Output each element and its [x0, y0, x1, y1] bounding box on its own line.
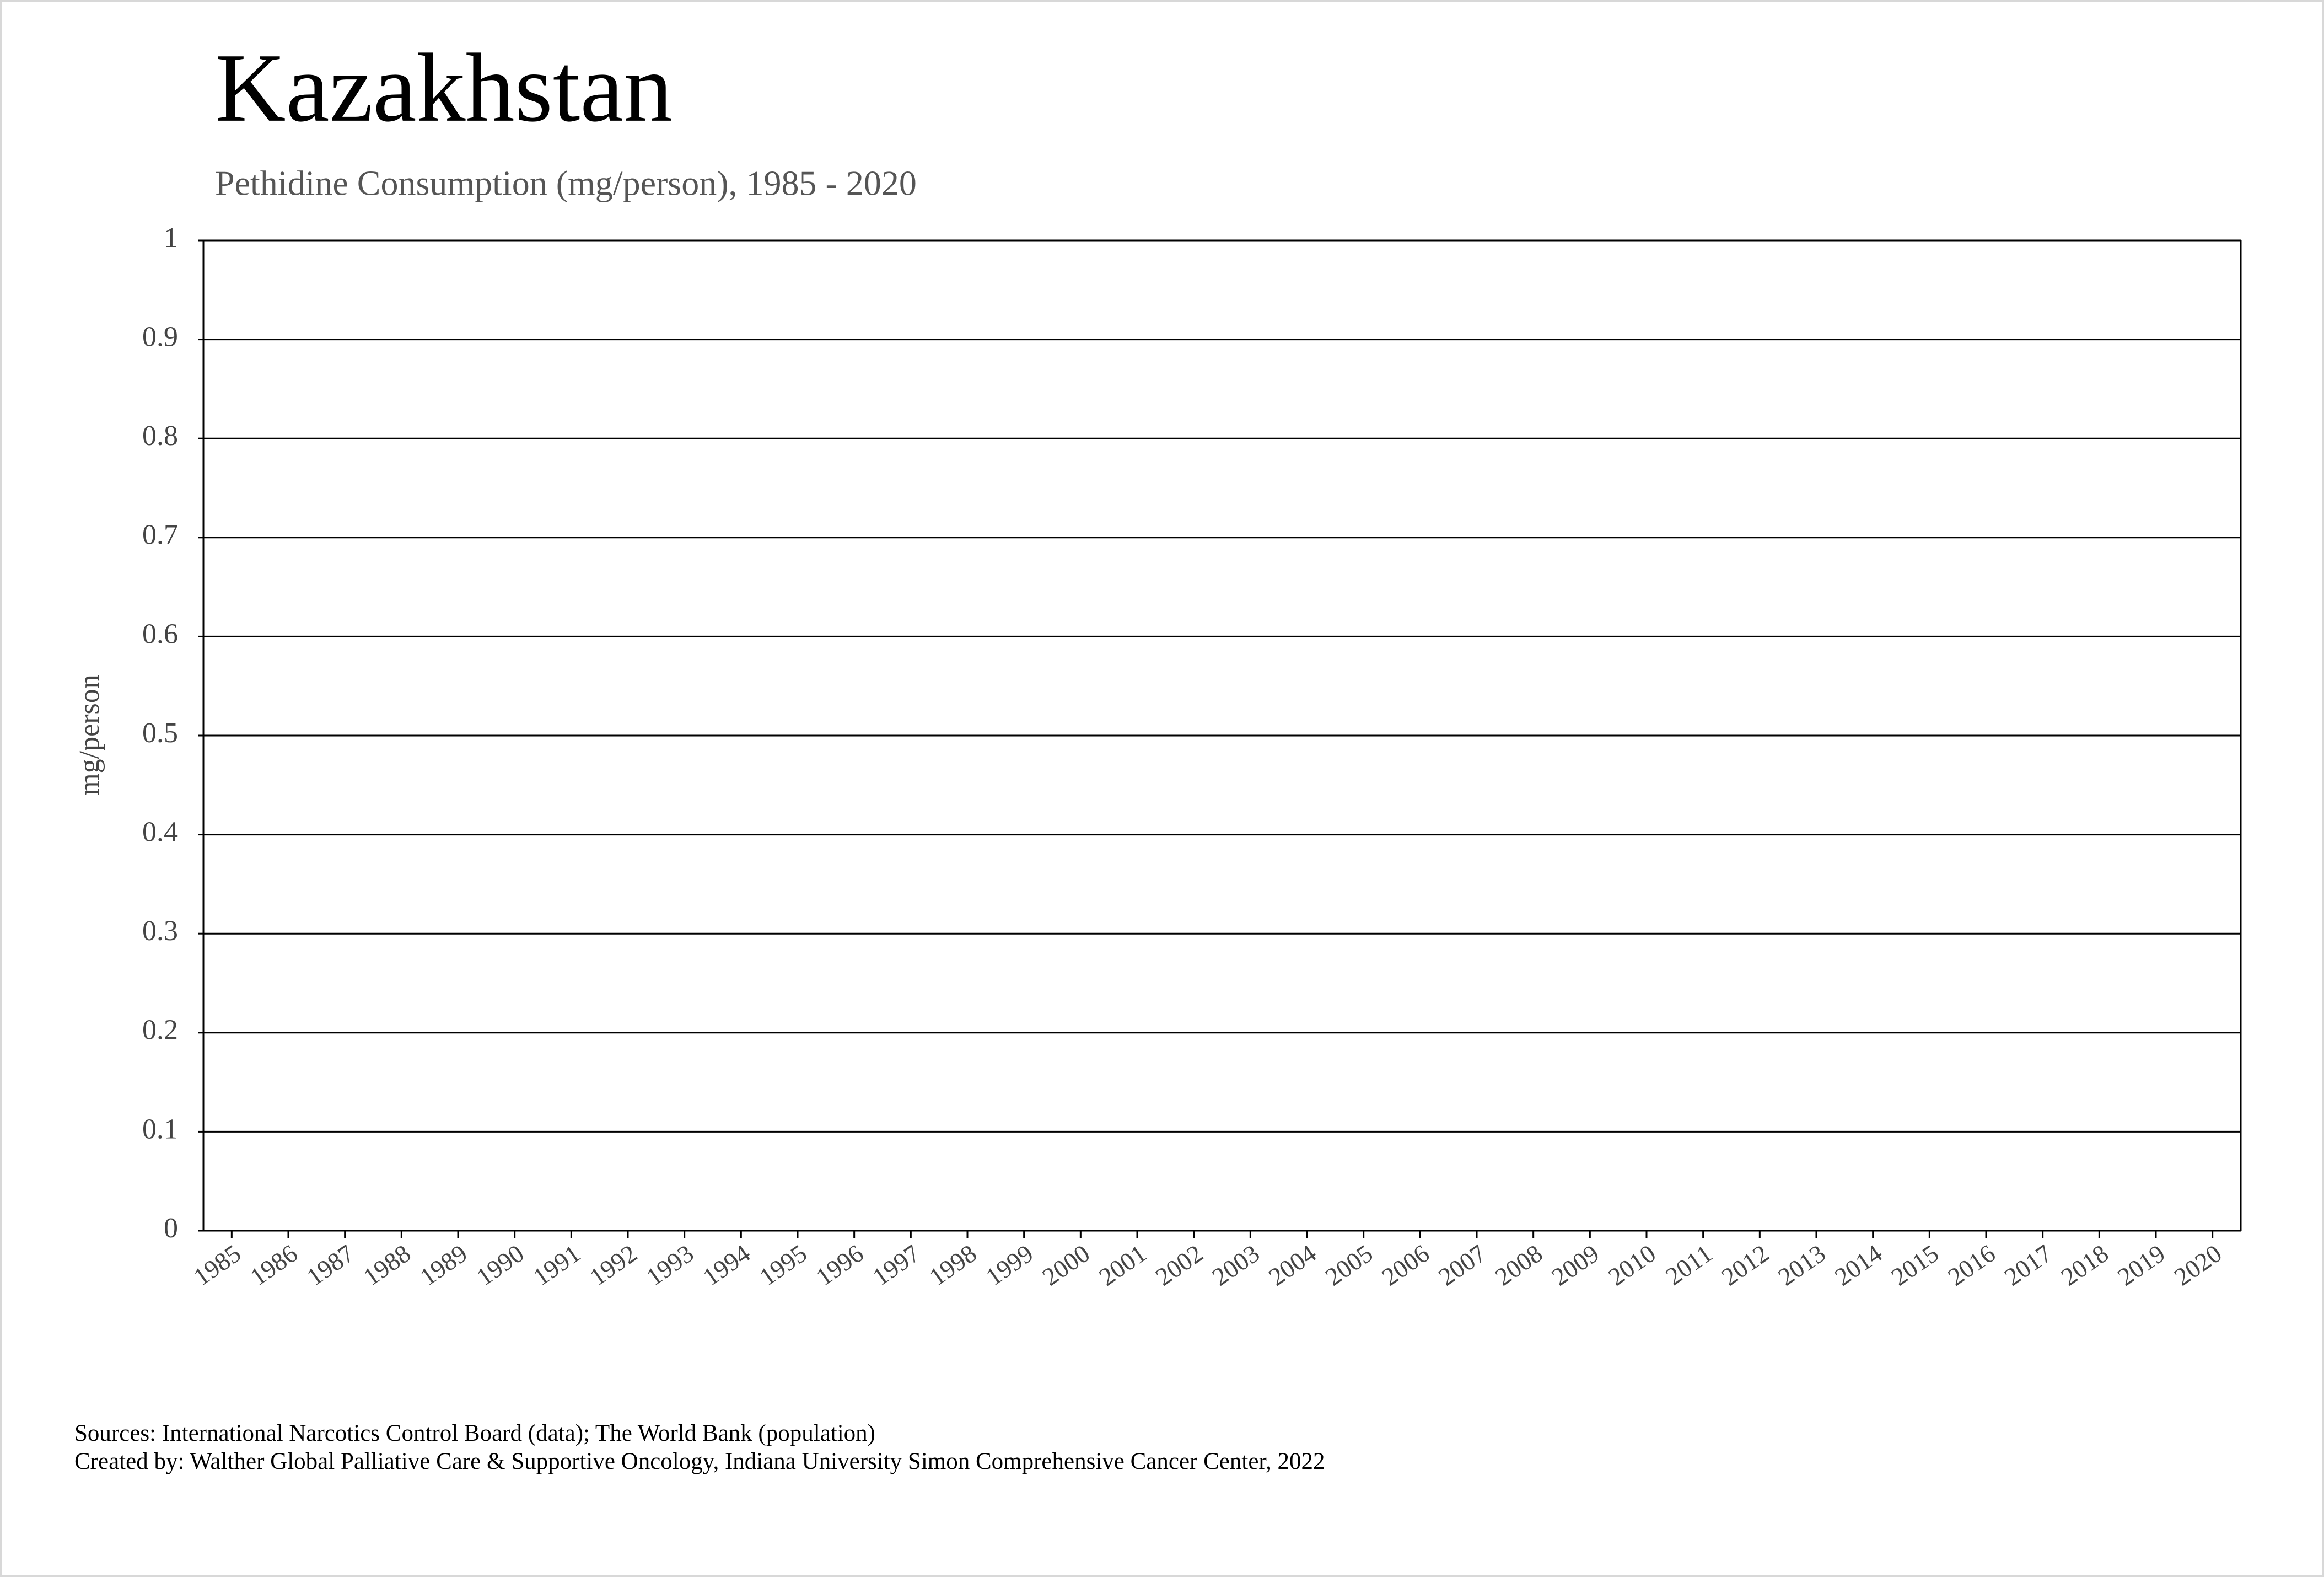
- y-tick-label: 0.4: [142, 817, 178, 848]
- y-tick-label: 0.2: [142, 1015, 178, 1046]
- chart-subtitle: Pethidine Consumption (mg/person), 1985 …: [215, 164, 917, 203]
- y-tick-label: 0: [164, 1213, 178, 1244]
- y-tick-label: 0.1: [142, 1113, 178, 1145]
- credit: Created by: Walther Global Palliative Ca…: [74, 1449, 1325, 1474]
- y-tick-label: 0.6: [142, 618, 178, 650]
- y-tick-label: 1: [164, 222, 178, 254]
- y-tick-label: 0.7: [142, 519, 178, 551]
- chart-title: Kazakhstan: [215, 33, 673, 142]
- y-tick-label: 0.8: [142, 420, 178, 452]
- y-tick-label: 0.9: [142, 321, 178, 353]
- sources: Sources: International Narcotics Control…: [74, 1420, 875, 1446]
- y-tick-label: 0.3: [142, 915, 178, 947]
- y-axis-label: mg/person: [74, 674, 105, 796]
- y-tick-label: 0.5: [142, 717, 178, 749]
